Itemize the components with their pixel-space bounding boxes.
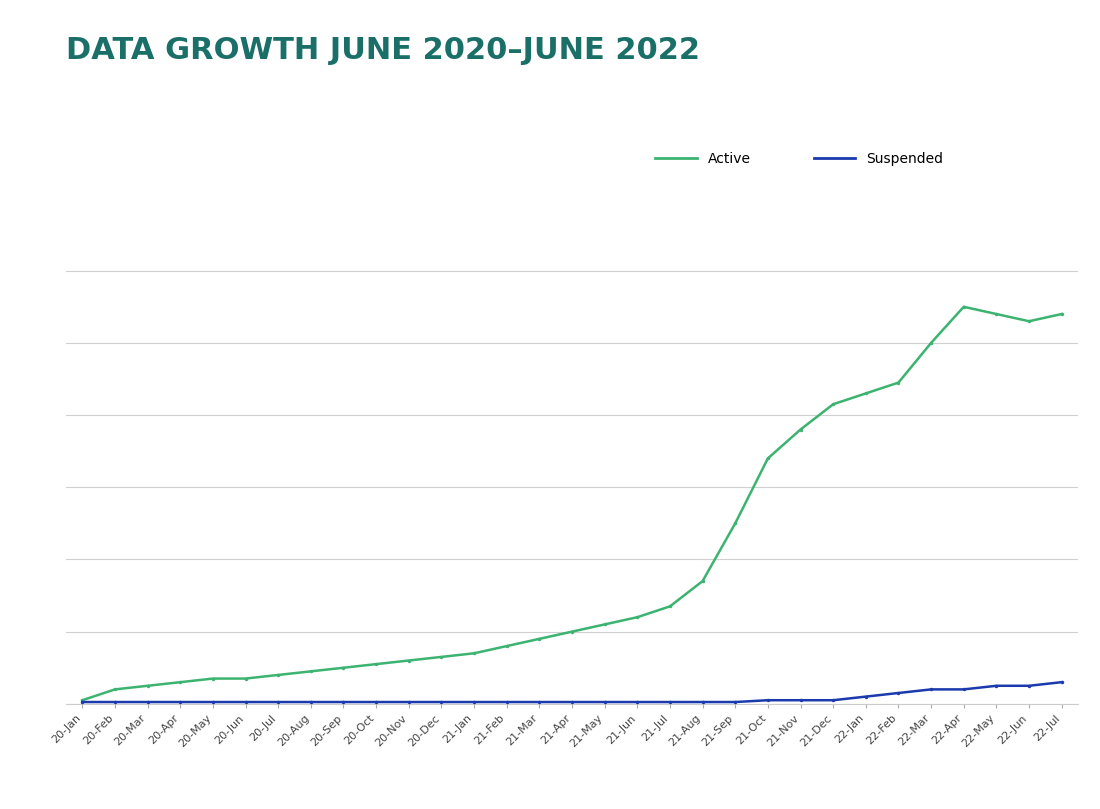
Text: DATA GROWTH JUNE 2020–JUNE 2022: DATA GROWTH JUNE 2020–JUNE 2022 [66,36,700,66]
Legend: Active, Suspended: Active, Suspended [650,146,949,172]
